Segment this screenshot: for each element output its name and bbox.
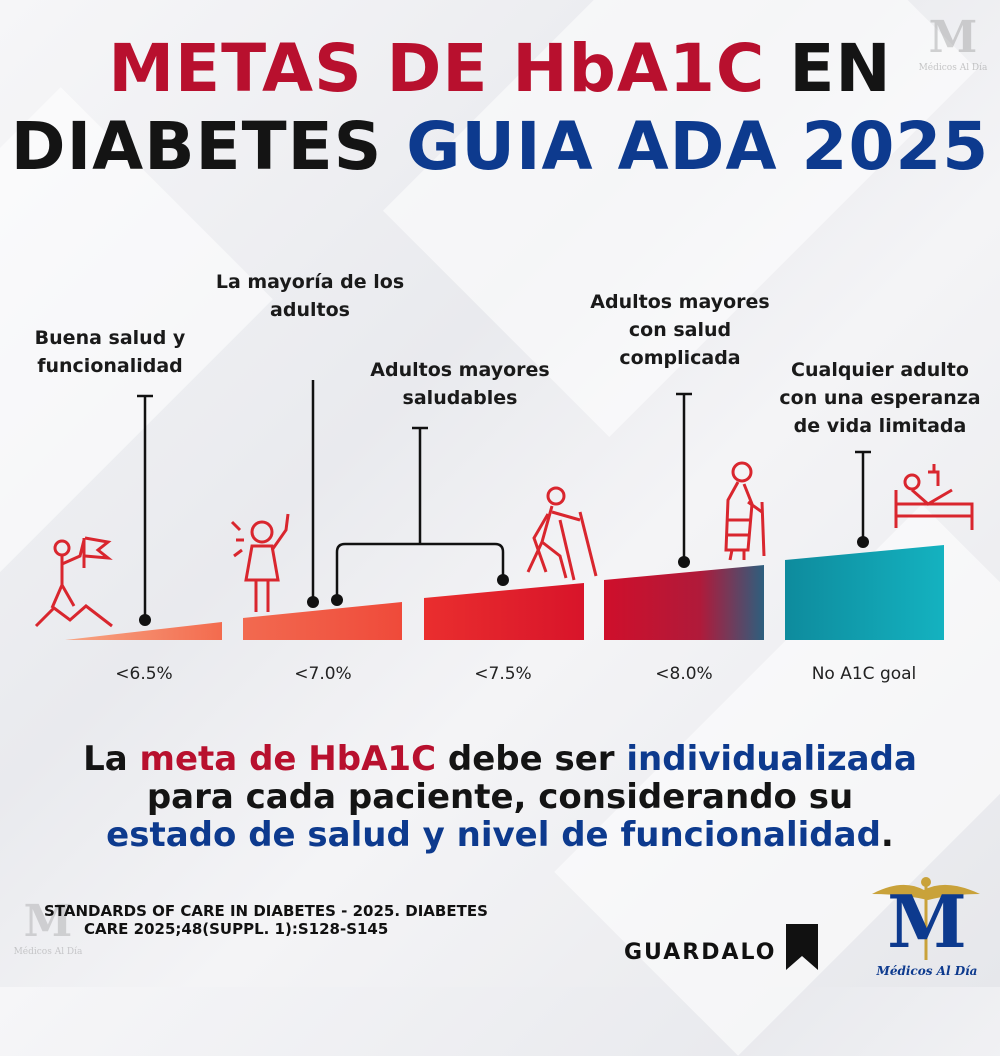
logo-text: Médicos Al Día <box>876 964 978 978</box>
msg-highlight-blue: estado de salud y nivel de funcionalidad <box>106 815 881 855</box>
title-black: EN <box>789 30 892 107</box>
group-label: Adultos mayores saludables <box>370 359 550 409</box>
watermark-text: Médicos Al Día <box>918 63 988 73</box>
watermark-text: Médicos Al Día <box>13 947 83 957</box>
watermark-letter: M <box>23 896 73 947</box>
hba1c-ramp-diagram <box>34 380 974 640</box>
walker-poles-icon <box>526 486 598 581</box>
tick-label: No A1C goal <box>811 664 917 684</box>
ramp-segment-1 <box>65 622 222 640</box>
tick-label: <6.5% <box>115 664 173 684</box>
msg-highlight-red: meta de HbA1C <box>139 739 437 779</box>
group-label: Adultos mayores con salud complicada <box>590 291 770 369</box>
key-message-line2: para cada paciente, considerando su <box>146 777 854 817</box>
msg-highlight-blue: individualizada <box>626 739 917 779</box>
elderly-cane-icon <box>724 461 766 561</box>
ramp-segment-2 <box>243 602 402 640</box>
ramp-segment-5 <box>785 545 944 640</box>
group-label: Cualquier adulto con una esperanza de vi… <box>779 359 981 437</box>
watermark-letter: M <box>928 12 978 63</box>
group-label: La mayoría de los adultos <box>215 271 405 321</box>
key-message-line1: La meta de HbA1C debe ser individualizad… <box>0 740 1000 778</box>
msg-text: debe ser <box>436 739 627 779</box>
ramp-segment-4 <box>604 565 764 640</box>
caduceus-icon <box>872 877 980 960</box>
source-citation: STANDARDS OF CARE IN DIABETES - 2025. DI… <box>44 902 488 938</box>
climber-flag-icon <box>34 536 113 628</box>
person-waving-icon <box>230 513 290 612</box>
title-blue: GUIA ADA 2025 <box>406 108 990 185</box>
watermark-logo-bottom: M Médicos Al Día <box>8 896 88 957</box>
source-line2: CARE 2025;48(SUPPL. 1):S128-S145 <box>84 920 389 938</box>
save-label: GUARDALO <box>624 940 777 965</box>
title-red: METAS DE HbA1C <box>108 30 766 107</box>
key-message-line3: estado de salud y nivel de funcionalidad… <box>0 816 1000 854</box>
tick-label: <8.0% <box>655 664 713 684</box>
watermark-logo: M Médicos Al Día <box>918 12 988 73</box>
page-title-line1: METAS DE HbA1C EN <box>0 30 1000 107</box>
tick-label: <7.0% <box>294 664 352 684</box>
title-black: DIABETES <box>10 108 383 185</box>
brand-logo: M Médicos Al Día <box>862 872 992 982</box>
msg-text: . <box>880 815 894 855</box>
bookmark-icon[interactable] <box>782 922 822 972</box>
page-title-line2: DIABETES GUIA ADA 2025 <box>0 108 1000 185</box>
source-line1: STANDARDS OF CARE IN DIABETES - 2025. DI… <box>44 902 488 920</box>
logo-letter: M <box>887 879 967 964</box>
ramp-segment-3 <box>424 583 584 640</box>
group-label: Buena salud y funcionalidad <box>34 327 186 377</box>
hospital-bed-icon <box>894 464 974 530</box>
tick-label: <7.5% <box>474 664 532 684</box>
msg-text: La <box>83 739 140 779</box>
key-message: La meta de HbA1C debe ser individualizad… <box>0 740 1000 854</box>
